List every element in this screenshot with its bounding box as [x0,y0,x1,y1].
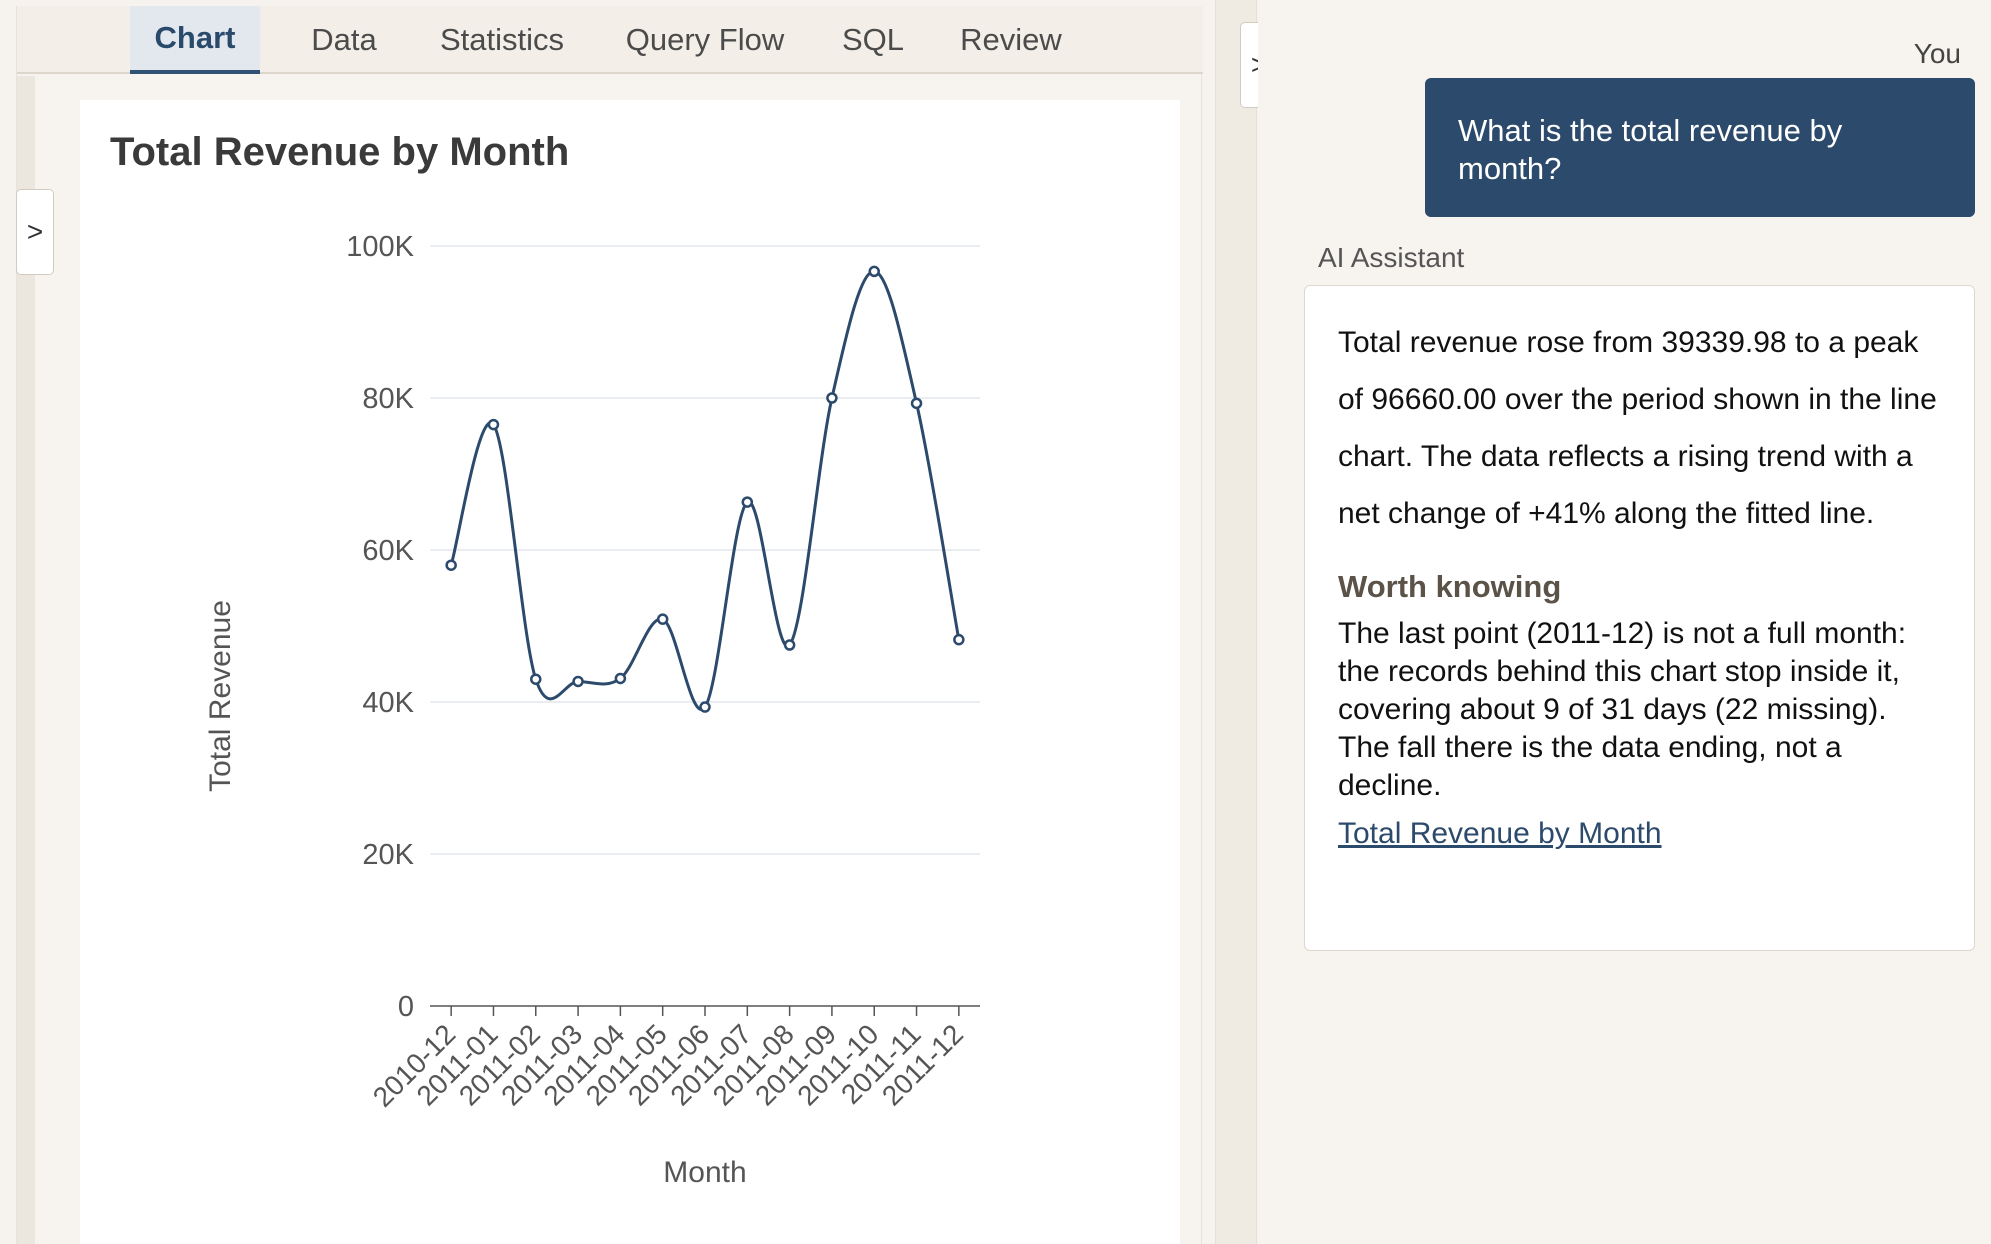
data-point [530,673,542,685]
panel-divider [1215,0,1257,1244]
tab-review[interactable]: Review [960,22,1062,57]
worth-knowing-text: The last point (2011-12) is not a full m… [1338,617,1907,802]
chevron-right-icon: > [26,216,44,247]
y-axis-title: Total Revenue [204,600,237,792]
chart-link[interactable]: Total Revenue by Month [1338,817,1662,850]
data-point [741,496,754,508]
tab-data[interactable]: Data [311,22,377,57]
x-axis-title: Month [663,1156,746,1189]
chart-card: Total Revenue by Month 0 20K 40K 60K 80K 100K… [80,100,1180,1244]
expand-left-panel-button[interactable]: > [16,189,54,275]
data-point [699,701,711,713]
chart-title: Total Revenue by Month [110,130,570,174]
line-chart: 020K40K60K80K100K2010-122011-012011-0220… [204,231,980,1189]
y-tick-label: 40K [362,687,414,719]
chart-workspace: Chart Data Statistics Query Flow SQL Rev… [16,6,1203,1244]
y-tick-label: 60K [362,535,414,567]
data-point [487,418,500,431]
assistant-summary-text: Total revenue rose from 39339.98 to a pe… [1338,326,1937,530]
data-point [953,633,965,646]
y-tick-label: 20K [362,839,414,871]
data-point [868,265,880,278]
left-sidebar-strip [17,76,35,1244]
data-point [826,392,838,404]
data-point [614,672,627,685]
assistant-message-bubble: Total revenue rose from 39339.98 to a pe… [1304,285,1975,951]
data-point [445,559,457,571]
y-tick-label: 0 [398,991,414,1023]
tab-bar: Chart Data Statistics Query Flow SQL Rev… [17,6,1203,74]
user-label: You [1913,38,1961,69]
left-gutter [0,0,16,1244]
chat-panel: You What is the total revenue by month? … [1258,0,1991,1244]
tab-statistics[interactable]: Statistics [439,22,565,57]
data-point [910,397,923,410]
data-point [656,613,669,625]
user-message-bubble: What is the total revenue by month? [1425,78,1975,217]
data-point [783,639,796,651]
assistant-label: AI Assistant [1318,242,1465,273]
tab-chart[interactable]: Chart [130,6,260,74]
tab-query-flow[interactable]: Query Flow [625,22,785,57]
series-line [449,269,961,711]
tab-sql[interactable]: SQL [841,22,905,57]
y-tick-label: 80K [362,383,414,415]
y-tick-label: 100K [346,231,414,263]
data-point [572,675,584,688]
worth-knowing-heading: Worth knowing [1338,569,1562,604]
